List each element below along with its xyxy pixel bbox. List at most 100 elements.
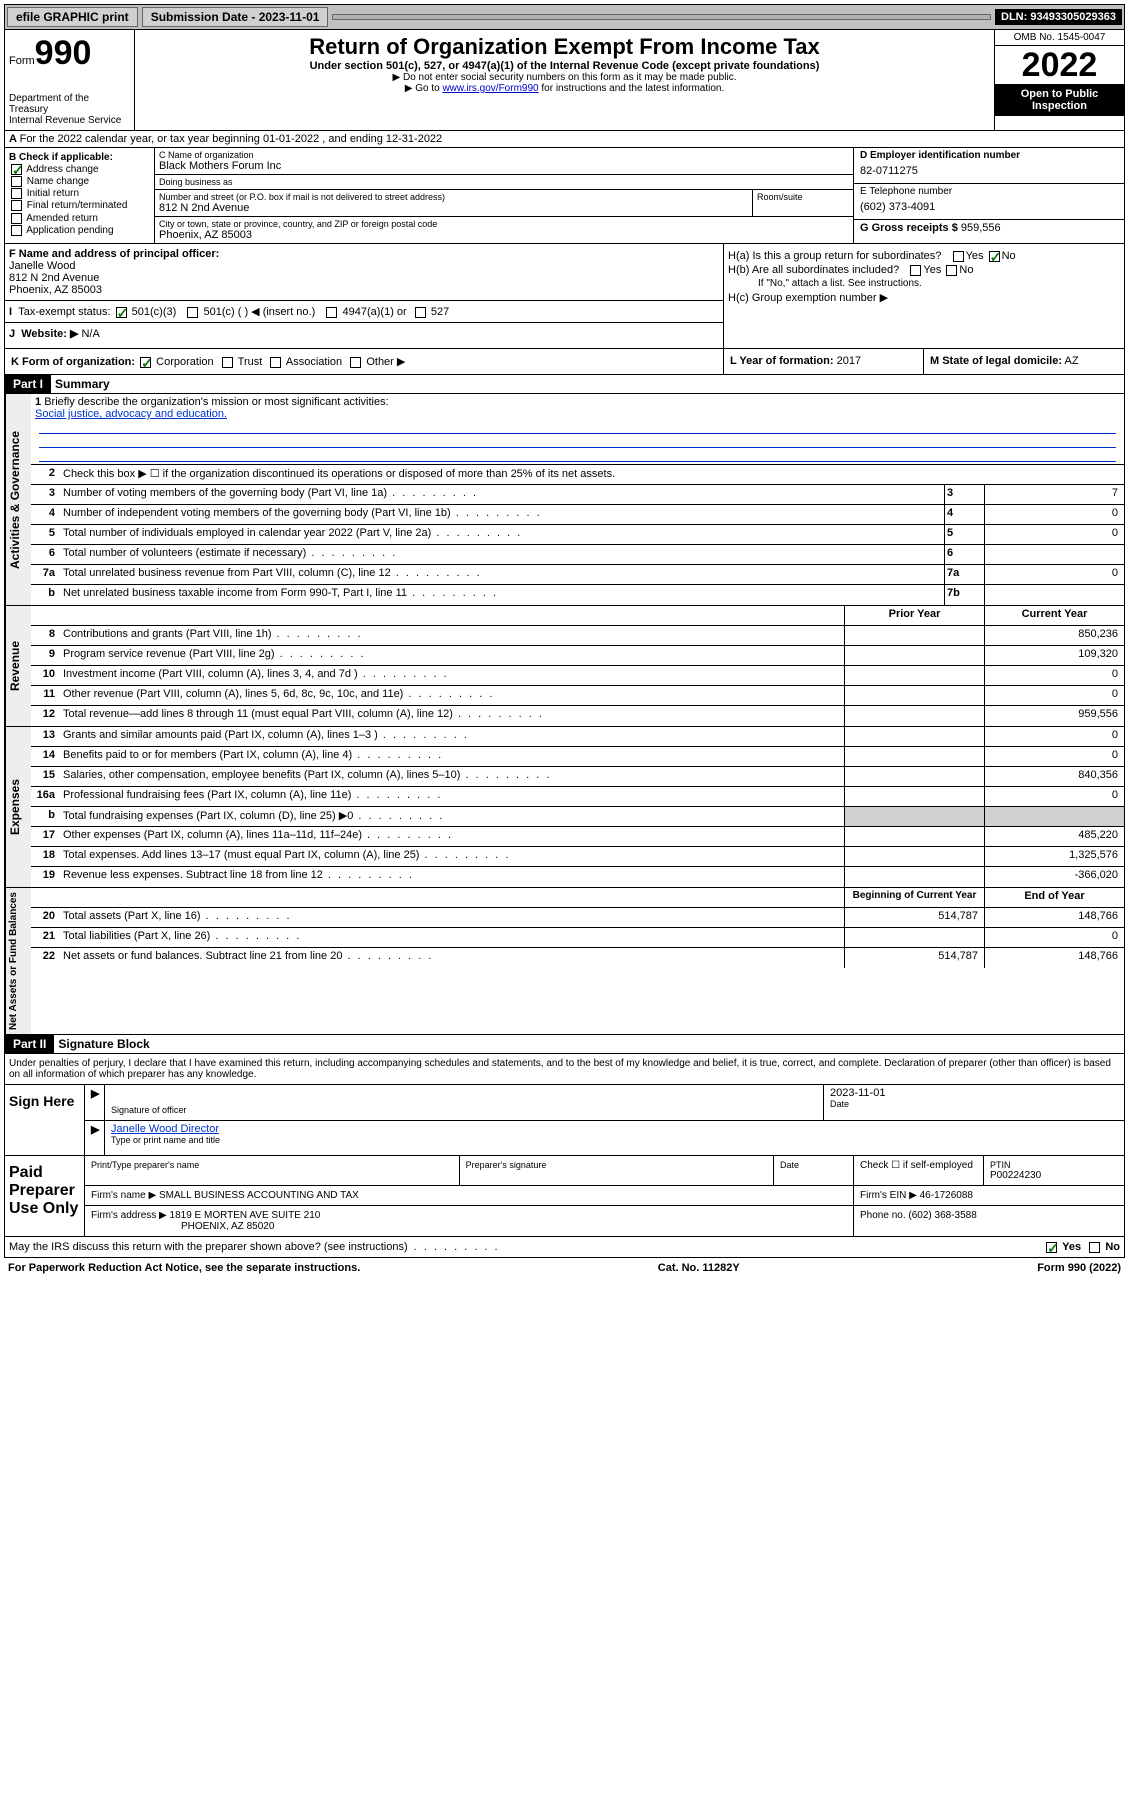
cb-corp[interactable]	[140, 357, 151, 368]
section-fh: F Name and address of principal officer:…	[4, 244, 1125, 349]
initial-return-lbl: Initial return	[27, 188, 79, 199]
part1-bar: Part I Summary	[4, 375, 1125, 394]
l-val: 2017	[837, 355, 861, 367]
l-lbl: L Year of formation:	[730, 355, 834, 367]
f-addr1: 812 N 2nd Avenue	[9, 272, 719, 284]
section-bcd: B Check if applicable: Address change Na…	[4, 148, 1125, 244]
discuss-no[interactable]	[1089, 1242, 1100, 1253]
phone-val: (602) 373-4091	[860, 197, 1118, 217]
sign-here: Sign Here	[5, 1085, 85, 1155]
firm-ein: 46-1726088	[920, 1190, 973, 1201]
efile-label: efile GRAPHIC print	[7, 7, 138, 27]
dept-treasury: Department of the Treasury	[9, 93, 130, 115]
cb-527[interactable]	[415, 307, 426, 318]
discuss-text: May the IRS discuss this return with the…	[9, 1241, 408, 1253]
col-f: F Name and address of principal officer:…	[5, 244, 724, 348]
cb-4947[interactable]	[326, 307, 337, 318]
irs-label: Internal Revenue Service	[9, 115, 130, 126]
gross-val: 959,556	[961, 222, 1001, 234]
ha-no[interactable]	[989, 251, 1000, 262]
b-label: B Check if applicable:	[9, 152, 150, 163]
net-line-21: 21Total liabilities (Part X, line 26)0	[31, 928, 1124, 948]
omb-number: OMB No. 1545-0047	[995, 30, 1124, 46]
revenue-grid: Revenue Prior Year Current Year 8Contrib…	[4, 606, 1125, 727]
dots	[414, 1241, 500, 1253]
paid-right: Print/Type preparer's name Preparer's si…	[85, 1156, 1124, 1236]
firm-ein-lbl: Firm's EIN ▶	[860, 1190, 917, 1201]
name-change-lbl: Name change	[27, 176, 89, 187]
gov-line-5: 5Total number of individuals employed in…	[31, 525, 1124, 545]
row-k: K Form of organization: Corporation Trus…	[5, 349, 724, 374]
prep-check: Check ☐ if self-employed	[854, 1156, 984, 1185]
cb-501c3[interactable]	[116, 307, 127, 318]
note2-prefix: ▶ Go to	[405, 83, 443, 94]
cb-initial-return[interactable]: Initial return	[9, 188, 150, 199]
opt-527: 527	[431, 306, 449, 318]
cb-address-change[interactable]: Address change	[9, 164, 150, 175]
footer-left: For Paperwork Reduction Act Notice, see …	[8, 1262, 360, 1274]
f-addr2: Phoenix, AZ 85003	[9, 284, 719, 296]
row-j: J Website: ▶ N/A	[5, 322, 723, 344]
cb-final-return[interactable]: Final return/terminated	[9, 200, 150, 211]
hb-no[interactable]	[946, 265, 957, 276]
exp-line-19: 19Revenue less expenses. Subtract line 1…	[31, 867, 1124, 887]
addr-cell: Number and street (or P.O. box if mail i…	[155, 190, 853, 217]
cb-assoc[interactable]	[270, 357, 281, 368]
ha-line: H(a) Is this a group return for subordin…	[728, 250, 1120, 262]
k-trust: Trust	[238, 356, 263, 368]
net-line-20: 20Total assets (Part X, line 16)514,7871…	[31, 908, 1124, 928]
k-corp: Corporation	[156, 356, 213, 368]
sig-officer-cell: Signature of officer	[105, 1085, 824, 1120]
ein-val: 82-0711275	[860, 161, 1118, 181]
firm-name-cell: Firm's name ▶ SMALL BUSINESS ACCOUNTING …	[85, 1186, 854, 1205]
footer-mid: Cat. No. 11282Y	[658, 1262, 740, 1274]
cb-amended[interactable]: Amended return	[9, 213, 150, 224]
ptin-lbl: PTIN	[990, 1160, 1118, 1170]
arrow-icon2: ▶	[85, 1121, 105, 1155]
name-title: Janelle Wood Director	[111, 1123, 1118, 1135]
signature-block: Under penalties of perjury, I declare th…	[4, 1054, 1125, 1237]
discuss-yes[interactable]	[1046, 1242, 1057, 1253]
exp-line-16a: 16aProfessional fundraising fees (Part I…	[31, 787, 1124, 807]
top-spacer	[332, 14, 991, 20]
rev-line-10: 10Investment income (Part VIII, column (…	[31, 666, 1124, 686]
street-val: 812 N 2nd Avenue	[159, 202, 748, 214]
gov-line-6: 6Total number of volunteers (estimate if…	[31, 545, 1124, 565]
cb-501c[interactable]	[187, 307, 198, 318]
net-body: Beginning of Current Year End of Year 20…	[31, 888, 1124, 1034]
opt-501c3: 501(c)(3)	[132, 306, 177, 318]
form-number: 990	[35, 34, 92, 72]
exp-body: 13Grants and similar amounts paid (Part …	[31, 727, 1124, 887]
hb-yes[interactable]	[910, 265, 921, 276]
city-lbl: City or town, state or province, country…	[159, 219, 849, 229]
cb-name-change[interactable]: Name change	[9, 176, 150, 187]
ha-yes[interactable]	[953, 251, 964, 262]
prep-name-lbl: Print/Type preparer's name	[91, 1160, 199, 1170]
m-lbl: M State of legal domicile:	[930, 355, 1062, 367]
irs-link[interactable]: www.irs.gov/Form990	[442, 83, 538, 94]
cb-other[interactable]	[350, 357, 361, 368]
rev-line-9: 9Program service revenue (Part VIII, lin…	[31, 646, 1124, 666]
org-name: Black Mothers Forum Inc	[159, 160, 849, 172]
cb-trust[interactable]	[222, 357, 233, 368]
note2-suffix: for instructions and the latest informat…	[539, 83, 725, 94]
k-other: Other ▶	[366, 356, 405, 368]
form-header: Form990 Department of the Treasury Inter…	[4, 30, 1125, 131]
firm-addr-cell: Firm's address ▶ 1819 E MORTEN AVE SUITE…	[85, 1206, 854, 1236]
line1: 1 Briefly describe the organization's mi…	[31, 394, 1124, 465]
cb-application[interactable]: Application pending	[9, 225, 150, 236]
firm-name-lbl: Firm's name ▶	[91, 1190, 156, 1201]
j-lbl: Website: ▶	[21, 328, 78, 340]
dba-lbl: Doing business as	[159, 177, 849, 187]
k-assoc: Association	[286, 356, 342, 368]
ein-lbl: D Employer identification number	[860, 150, 1118, 161]
col-h: H(a) Is this a group return for subordin…	[724, 244, 1124, 348]
prep-sig: Preparer's signature	[460, 1156, 774, 1185]
org-name-lbl: C Name of organization	[159, 150, 849, 160]
arrow-icon: ▶	[85, 1085, 105, 1120]
street-cell: Number and street (or P.O. box if mail i…	[155, 190, 753, 216]
sig-date-cell: 2023-11-01 Date	[824, 1085, 1124, 1120]
street-lbl: Number and street (or P.O. box if mail i…	[159, 192, 748, 202]
part1-title: Summary	[51, 375, 114, 393]
exp-line-17: 17Other expenses (Part IX, column (A), l…	[31, 827, 1124, 847]
